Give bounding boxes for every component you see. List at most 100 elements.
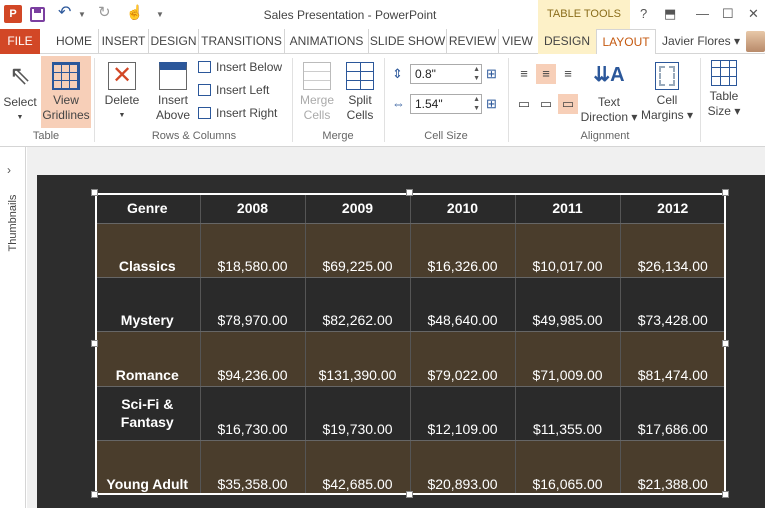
maximize-icon[interactable]: ☐ [722, 6, 734, 21]
insert-right-button[interactable]: Insert Right [198, 104, 277, 122]
table-cell[interactable]: $16,326.00 [410, 223, 516, 278]
group-label-merge: Merge [322, 130, 354, 142]
tab-slide-show[interactable]: SLIDE SHOW [368, 29, 446, 54]
table-cell[interactable]: $79,022.00 [410, 331, 516, 387]
table-cell[interactable]: $71,009.00 [515, 331, 621, 387]
header-cell[interactable]: 2012 [620, 193, 725, 224]
table-cell[interactable]: $10,017.00 [515, 223, 621, 278]
table-cell[interactable]: $69,225.00 [305, 223, 411, 278]
table-cell[interactable]: $19,730.00 [305, 386, 411, 442]
tab-animations[interactable]: ANIMATIONS [284, 29, 368, 54]
column-width-input[interactable]: 1.54" ▲ ▼ [410, 94, 482, 114]
table-cell[interactable]: $73,428.00 [620, 277, 725, 333]
close-icon[interactable]: ✕ [748, 6, 759, 21]
header-cell[interactable]: 2010 [410, 193, 516, 224]
table-cell[interactable]: $16,065.00 [515, 440, 621, 495]
table-cell[interactable]: $49,985.00 [515, 277, 621, 333]
spinner-arrows-icon[interactable]: ▲ ▼ [473, 96, 480, 112]
header-cell[interactable]: Genre [95, 193, 201, 224]
resize-handle[interactable] [722, 491, 729, 498]
align-left-icon[interactable]: ≡ [520, 66, 528, 81]
align-top-icon[interactable]: ▭ [517, 96, 531, 111]
genre-cell[interactable]: Sci-Fi & Fantasy [95, 386, 201, 442]
align-bottom-icon[interactable]: ▭ [558, 94, 578, 114]
powerpoint-logo-icon[interactable]: P [4, 5, 22, 23]
select-button[interactable]: ⇖ Select ▼ [3, 60, 37, 121]
resize-handle[interactable] [91, 340, 98, 347]
align-right-icon[interactable]: ≡ [564, 66, 572, 81]
resize-handle[interactable] [406, 491, 413, 498]
tab-home[interactable]: HOME [56, 34, 92, 48]
sales-table[interactable]: Genre 2008 2009 2010 2011 2012 Classics … [95, 193, 725, 495]
thumbnails-pane[interactable]: › Thumbnails [0, 147, 26, 508]
spinner-arrows-icon[interactable]: ▲ ▼ [473, 66, 480, 82]
undo-icon[interactable]: ↶ [58, 4, 72, 21]
insert-above-button[interactable]: Insert Above [152, 58, 194, 126]
tab-transitions[interactable]: TRANSITIONS [198, 29, 284, 54]
genre-cell[interactable]: Young Adult [95, 440, 201, 495]
table-cell[interactable]: $82,262.00 [305, 277, 411, 333]
table-cell[interactable]: $78,970.00 [200, 277, 306, 333]
header-cell[interactable]: 2011 [515, 193, 621, 224]
tab-insert[interactable]: INSERT [98, 29, 148, 54]
tab-table-design[interactable]: DESIGN [538, 29, 596, 54]
tab-table-layout[interactable]: LAYOUT [596, 29, 656, 55]
delete-button[interactable]: ✕ Delete ▼ [104, 62, 140, 119]
table-cell[interactable]: $81,474.00 [620, 331, 725, 387]
customize-quick-access-icon[interactable]: ▼ [156, 10, 164, 19]
table-cell[interactable]: $48,640.00 [410, 277, 516, 333]
save-icon[interactable] [30, 7, 45, 22]
expand-thumbnails-icon[interactable]: › [7, 163, 11, 177]
table-cell[interactable]: $17,686.00 [620, 386, 725, 442]
table-cell[interactable]: $20,893.00 [410, 440, 516, 495]
resize-handle[interactable] [722, 340, 729, 347]
split-cells-button[interactable]: Split Cells [340, 58, 380, 126]
align-middle-icon[interactable]: ▭ [539, 96, 553, 111]
table-row: Young Adult $35,358.00 $42,685.00 $20,89… [95, 440, 725, 495]
header-cell[interactable]: 2009 [305, 193, 411, 224]
tab-file[interactable]: FILE [0, 29, 40, 54]
redo-icon[interactable]: ↻ [98, 4, 111, 21]
text-direction-button[interactable]: ⇊A Text Direction ▾ [580, 58, 638, 126]
view-gridlines-button[interactable]: View Gridlines [41, 56, 91, 128]
table-cell[interactable]: $18,580.00 [200, 223, 306, 278]
distribute-columns-icon[interactable]: ⊞ [486, 96, 497, 111]
table-cell[interactable]: $94,236.00 [200, 331, 306, 387]
user-name[interactable]: Javier Flores ▾ [662, 34, 741, 48]
table-cell[interactable]: $42,685.00 [305, 440, 411, 495]
distribute-rows-icon[interactable]: ⊞ [486, 66, 497, 81]
header-cell[interactable]: 2008 [200, 193, 306, 224]
resize-handle[interactable] [722, 189, 729, 196]
genre-cell[interactable]: Classics [95, 223, 201, 278]
cell-margins-button[interactable]: Cell Margins ▾ [640, 58, 694, 126]
table-cell[interactable]: $35,358.00 [200, 440, 306, 495]
align-center-icon[interactable]: ≡ [536, 64, 556, 84]
resize-handle[interactable] [406, 189, 413, 196]
help-button[interactable]: ? [640, 6, 648, 21]
touch-mode-icon[interactable]: ☝ [126, 4, 144, 20]
genre-cell[interactable]: Romance [95, 331, 201, 387]
resize-handle[interactable] [91, 189, 98, 196]
insert-below-button[interactable]: Insert Below [198, 58, 282, 76]
table-cell[interactable]: $21,388.00 [620, 440, 725, 495]
genre-cell[interactable]: Mystery [95, 277, 201, 333]
table-cell[interactable]: $26,134.00 [620, 223, 725, 278]
ribbon-display-options-icon[interactable]: ⬒ [664, 6, 677, 21]
avatar[interactable] [746, 31, 765, 52]
table-size-button[interactable]: Table Size ▾ [704, 56, 744, 124]
tab-design[interactable]: DESIGN [148, 29, 198, 54]
tab-view[interactable]: VIEW [498, 29, 536, 54]
insert-left-button[interactable]: Insert Left [198, 81, 269, 99]
row-height-input[interactable]: 0.8" ▲ ▼ [410, 64, 482, 84]
group-label-cell-size: Cell Size [424, 130, 468, 142]
undo-dropdown-icon[interactable]: ▼ [78, 10, 86, 19]
table-cell[interactable]: $16,730.00 [200, 386, 306, 442]
tab-review[interactable]: REVIEW [446, 29, 498, 54]
resize-handle[interactable] [91, 491, 98, 498]
merge-cells-button[interactable]: Merge Cells [296, 58, 338, 126]
minimize-icon[interactable]: — [696, 6, 709, 21]
table-cell[interactable]: $131,390.00 [305, 331, 411, 387]
table-cell[interactable]: $11,355.00 [515, 386, 621, 442]
table-cell[interactable]: $12,109.00 [410, 386, 516, 442]
group-separator [700, 58, 701, 142]
